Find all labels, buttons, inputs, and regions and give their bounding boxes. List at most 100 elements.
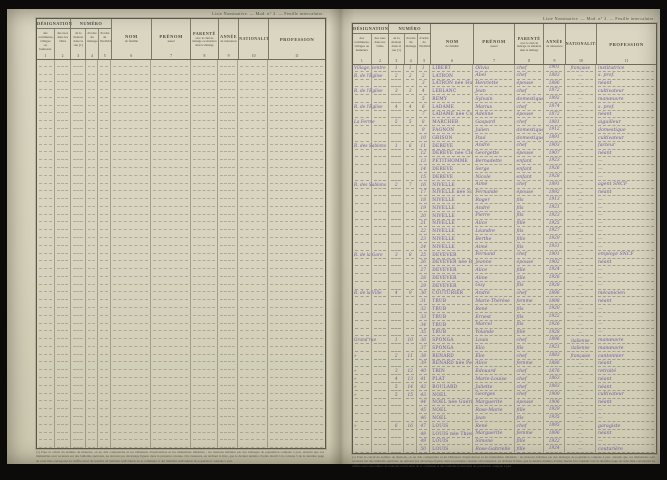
footnote-right: (1) Pour le calcul du nombre de maisons,… [352,455,655,468]
cell-nom: NIVELLE [429,204,472,212]
cell-profession: domestique [595,126,656,135]
cell-numero-menage [403,320,416,329]
blank-row [37,308,325,316]
cell-numero-maison [388,398,403,407]
cell-prenom: Yolande [472,328,513,337]
cell-nationalite: — [563,149,595,158]
cell-prenom: Ernest [472,313,513,321]
cell-annee: 1891 [542,180,564,189]
cell-nom: NIVELLE [429,235,472,243]
census-entry-row: 12 DEREVE née Clément Georgette épouse 1… [353,149,656,158]
cell-parente: épouse [513,398,543,407]
cell-nationalite: — [563,390,595,399]
header-numero-group: NUMÉRO de la maison dans la rue (1) 3 d'… [388,24,431,64]
cell-prenom: Paul [472,134,513,142]
cell-profession: — [595,320,656,329]
cell-nationalite: — [563,437,595,446]
census-entry-row: 5 REMY Sylvain domestique 1892 — manœuvr… [353,95,656,103]
cell-nationalite: — [563,196,595,205]
census-entry-row: » 3 12 40 TRIN Édouard chef 1876 — retra… [353,367,656,376]
cell-nom: NOEL [429,406,472,415]
blank-row [37,129,325,137]
cell-parente: fils [513,196,543,205]
cell-numero-maison [388,258,403,267]
cell-numero-menage [403,165,416,173]
cell-nom: LATRON née Huard [429,79,472,88]
blank-row [37,261,325,270]
cell-numero-maison [388,313,403,321]
cell-numero-individu: 43 [416,390,429,399]
blank-row [37,167,325,176]
cell-numero-menage [403,157,416,166]
cell-numero-individu: 16 [416,180,429,189]
census-entry-row: 9 FAGNON Julien domestique 1912 — domest… [353,126,656,135]
cell-designation: La Ferme [354,120,375,127]
cell-numero-maison: 5 [388,390,403,399]
cell-profession: — [595,266,656,275]
cell-nationalite: — [563,165,595,173]
cell-annee: 1931 [542,242,564,251]
census-entry-row: 37 SPONGA Elio fils 1921 italienne manœu… [353,344,656,352]
cell-designation-rue [371,281,388,290]
cell-parente: épouse [513,79,543,88]
cell-prenom: Alice [472,219,513,228]
cell-designation-rue [371,297,388,306]
cell-numero-maison [388,211,403,220]
cell-nationalite: — [563,328,595,337]
cell-designation-rue [371,390,388,399]
designation-group-label: DÉSIGNATION [37,19,72,29]
cell-designation-rue [371,437,388,446]
cell-nom: NIVELLE [429,242,472,251]
cell-numero-menage [403,219,416,228]
cell-parente: chef [513,64,543,72]
cell-numero-maison [388,126,403,135]
cell-numero-individu: 22 [416,227,429,236]
cell-nationalite: — [563,134,595,142]
cell-numero-individu: 42 [416,383,429,391]
cell-annee: 1929 [542,406,564,415]
cell-numero-maison: 6 [388,421,403,430]
cell-parente: femme [513,359,543,368]
cell-prenom: Adeline [472,110,513,119]
cell-numero-menage: 11 [403,351,416,360]
cell-numero-maison [388,305,403,313]
cell-designation-rue [371,134,388,142]
cell-numero-individu: 6 [416,102,429,111]
cell-parente: épouse [513,258,543,267]
header-parente: PARENTÉ avec le chef de ménage ou situat… [513,24,543,64]
cell-nom: TRUB [429,305,472,313]
blank-row [37,59,325,67]
cell-nom: LADAME née Colin [429,110,472,119]
cell-prenom: Abel [472,71,513,80]
header-numero-maison: de la maison dans la rue (1) 3 [391,36,402,63]
cell-profession: — [595,313,656,321]
cell-numero-individu: 3 [416,79,429,88]
cell-annee: 1892 [542,95,564,103]
cell-parente: chef [513,367,543,376]
blank-row [37,160,325,168]
cell-parente: fils [513,344,543,352]
cell-nom: NOEL [429,390,472,399]
cell-nationalite: — [563,102,595,111]
census-entry-row: R. des Sablons 2 7 16 NIVELLE Aimé chef … [353,180,656,189]
blank-row [37,113,325,122]
cell-parente: fille [513,328,543,337]
cell-numero-maison: 5 [388,118,403,127]
census-entry-row: 17 NIVELLE née Silly Fernande épouse 189… [353,188,656,197]
cell-parente: fille [513,406,543,415]
cell-nom: NIVELLE [429,227,472,236]
cell-numero-individu: 49 [416,437,429,446]
cell-numero-maison [388,242,403,251]
cell-numero-individu: 7 [416,110,429,119]
cell-parente: enfant [513,157,543,166]
cell-parente: femme [513,297,543,306]
cell-profession: s. prof. [595,71,656,80]
blank-row [37,82,325,91]
cell-profession: — [595,437,656,446]
cell-designation-rue [371,383,388,391]
header-annee: ANNÉE de naissance 9 [217,19,239,59]
cell-numero-individu: 14 [416,165,429,173]
cell-numero-menage: 13 [403,375,416,384]
cell-nationalite: — [563,305,595,313]
cell-profession: s. prof. [595,102,656,111]
